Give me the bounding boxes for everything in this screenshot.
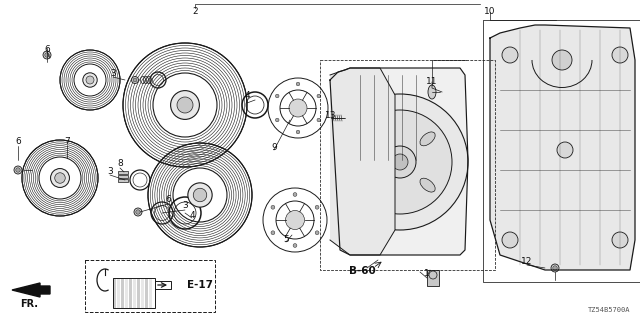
Text: 6: 6: [44, 45, 50, 54]
Text: 5: 5: [283, 235, 289, 244]
Text: 3: 3: [107, 166, 113, 175]
Circle shape: [557, 142, 573, 158]
Text: 3: 3: [110, 68, 116, 77]
Circle shape: [285, 211, 305, 229]
Circle shape: [343, 116, 347, 120]
Polygon shape: [113, 278, 116, 308]
Circle shape: [14, 166, 22, 174]
Circle shape: [332, 94, 468, 230]
Polygon shape: [330, 68, 395, 255]
Circle shape: [275, 118, 279, 122]
Circle shape: [296, 130, 300, 134]
Text: 8: 8: [117, 159, 123, 169]
Polygon shape: [145, 278, 148, 308]
Text: E-17: E-17: [187, 280, 213, 290]
Circle shape: [193, 188, 207, 202]
Polygon shape: [149, 278, 152, 308]
Circle shape: [315, 205, 319, 209]
Text: 1: 1: [424, 269, 430, 278]
Circle shape: [502, 47, 518, 63]
Text: 2: 2: [192, 6, 198, 15]
Text: 4: 4: [244, 92, 250, 100]
Polygon shape: [490, 25, 635, 270]
Circle shape: [134, 208, 142, 216]
Circle shape: [131, 76, 138, 84]
Text: 6: 6: [165, 196, 171, 204]
Text: 7: 7: [64, 137, 70, 146]
Polygon shape: [129, 278, 132, 308]
Circle shape: [271, 231, 275, 235]
Polygon shape: [121, 278, 124, 308]
Polygon shape: [117, 278, 120, 308]
Circle shape: [136, 210, 140, 214]
Circle shape: [83, 73, 97, 87]
Ellipse shape: [428, 85, 436, 99]
Text: B-60: B-60: [349, 266, 376, 276]
Circle shape: [188, 183, 212, 207]
Circle shape: [612, 47, 628, 63]
Circle shape: [348, 110, 452, 214]
Bar: [320, 60, 495, 270]
Text: 12: 12: [522, 258, 532, 267]
Bar: [118, 175, 128, 178]
Circle shape: [275, 94, 279, 98]
Circle shape: [296, 82, 300, 86]
Circle shape: [289, 99, 307, 117]
Polygon shape: [330, 68, 468, 255]
Circle shape: [43, 51, 51, 59]
Circle shape: [342, 115, 348, 121]
Text: 11: 11: [426, 77, 438, 86]
Circle shape: [133, 78, 137, 82]
Circle shape: [317, 118, 321, 122]
Text: 6: 6: [15, 138, 21, 147]
Text: 4: 4: [189, 211, 195, 220]
Bar: [483, 20, 640, 282]
Circle shape: [553, 266, 557, 270]
Circle shape: [177, 97, 193, 113]
Ellipse shape: [420, 178, 435, 192]
Circle shape: [612, 232, 628, 248]
Text: 13: 13: [325, 110, 337, 119]
Bar: [118, 179, 128, 182]
Polygon shape: [137, 278, 140, 308]
Circle shape: [551, 264, 559, 272]
Text: 10: 10: [484, 6, 496, 15]
Polygon shape: [12, 283, 50, 297]
Bar: [113, 278, 155, 308]
Text: 3: 3: [182, 202, 188, 211]
Circle shape: [45, 53, 49, 57]
Circle shape: [315, 231, 319, 235]
Circle shape: [392, 154, 408, 170]
Ellipse shape: [365, 178, 380, 192]
Bar: [155, 281, 171, 289]
Circle shape: [502, 232, 518, 248]
Polygon shape: [125, 278, 128, 308]
Circle shape: [293, 193, 297, 196]
Bar: [118, 171, 128, 174]
Circle shape: [51, 169, 70, 188]
Ellipse shape: [420, 132, 435, 146]
Circle shape: [384, 146, 416, 178]
Text: FR.: FR.: [20, 299, 38, 309]
Bar: [85, 260, 215, 312]
Text: 9: 9: [271, 142, 277, 151]
Polygon shape: [133, 278, 136, 308]
Circle shape: [271, 205, 275, 209]
Circle shape: [16, 168, 20, 172]
Circle shape: [86, 76, 94, 84]
Circle shape: [293, 244, 297, 247]
Bar: [427, 270, 439, 286]
Circle shape: [317, 94, 321, 98]
Circle shape: [552, 50, 572, 70]
Text: TZ54B5700A: TZ54B5700A: [588, 307, 630, 313]
Circle shape: [55, 173, 65, 183]
Circle shape: [171, 91, 200, 119]
Ellipse shape: [365, 132, 380, 146]
Polygon shape: [141, 278, 144, 308]
